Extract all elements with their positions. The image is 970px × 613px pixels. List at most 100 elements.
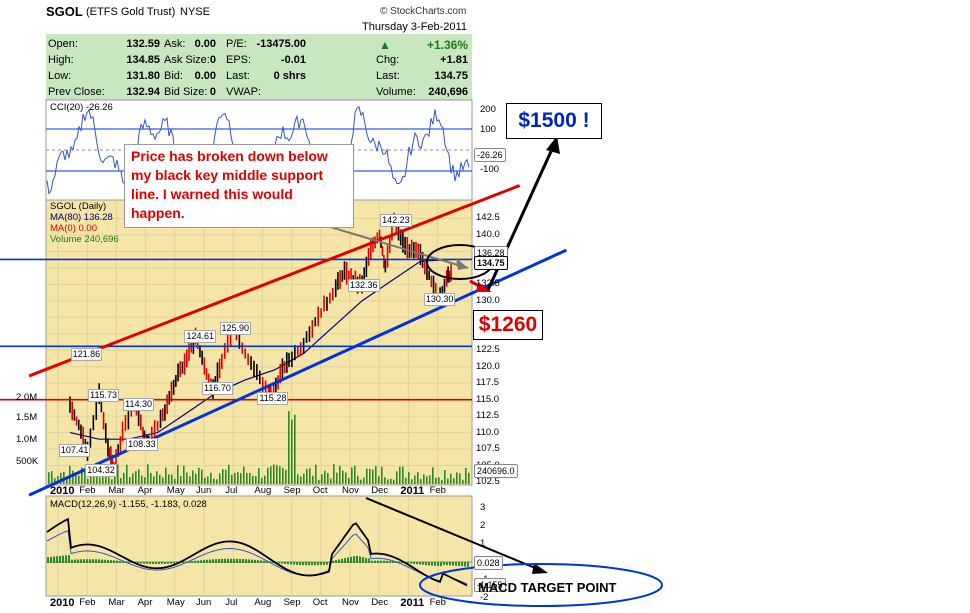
volume-bar [183,465,185,484]
volume-bar [378,476,380,484]
macd-hist-bar [104,559,106,563]
macd-hist-bar [233,558,235,563]
macd-hist-bar [65,555,67,563]
macd-hist-bar [71,559,73,563]
macd-hist-bar [137,562,139,564]
volume-bar [153,476,155,484]
price-legend-symbol: SGOL (Daily) [50,201,107,212]
macd-hist-bar [110,560,112,563]
volume-bar [75,473,77,484]
macd-month-label: 2010 [50,597,75,609]
macd-hist-bar [428,562,430,566]
volume-bar [462,479,464,484]
macd-hist-bar [236,558,238,563]
eps-value: -0.01 [280,54,306,66]
volume-bar [435,477,437,484]
macd-month-label: Mar [108,597,125,608]
volume-bar [261,477,263,484]
volume-bar [381,466,383,484]
macd-hist-bar [107,559,109,563]
macd-hist-bar [59,555,61,563]
macd-hist-bar [422,562,424,565]
price-tick-label: 115.0 [476,393,500,405]
volume-bar [315,464,317,484]
macd-hist-bar [440,562,442,567]
cci-title: CCI(20) -26.26 [50,102,113,113]
macd-hist-bar [467,562,469,567]
macd-hist-bar [245,559,247,563]
volume-bar [432,467,434,484]
volume-bar [126,464,128,484]
volume-bar [120,478,122,484]
macd-hist-bar [140,562,142,564]
macd-hist-bar [248,559,250,563]
macd-tick-label: 2 [480,520,486,531]
volume-tick-label: 1.5M [16,412,38,423]
macd-hist-bar [299,562,301,565]
volume-tick-label: 1.0M [16,434,38,445]
macd-hist-bar [323,562,325,565]
vwap-label: VWAP: [226,86,262,98]
volume-pill: 240696.0 [474,464,518,478]
arrow-1500-head [546,136,560,154]
macd-hist-bar [455,562,457,566]
price-tick-label: 120.0 [476,360,500,372]
price-month-label: Mar [108,485,125,496]
volume-bar [192,470,194,484]
macd-hist-bar [332,560,334,563]
copyright-label: © StockCharts.com [380,6,467,17]
macd-hist-bar [206,559,208,563]
volume-bar [321,474,323,484]
volume-bar [264,475,266,484]
volume-bar [426,476,428,484]
volume-bar [132,473,134,484]
volume-bar [138,469,140,484]
quote-date: Thursday 3-Feb-2011 [362,21,467,33]
macd-hist-bar [98,559,100,563]
price-month-label: May [166,485,185,496]
macd-month-label: May [166,597,185,608]
volume-tick-label: 500K [16,456,39,467]
volume-bar [324,470,326,484]
price-tick-label: 107.5 [476,443,500,455]
price-point-label: 115.28 [257,391,289,405]
macd-hist-bar [296,562,298,565]
macd-hist-bar [191,561,193,563]
volume-bar [450,473,452,484]
macd-hist-bar [386,560,388,563]
price-month-label: Dec [371,485,389,496]
macd-hist-bar [272,561,274,563]
volume-bar [414,475,416,484]
macd-hist-bar [305,562,307,566]
price-month-label: 2011 [400,485,425,497]
price-point-label: 124.61 [184,330,216,344]
pe-label: P/E: [226,38,247,50]
macd-hist-bar [374,560,376,563]
macd-hist-bar [281,562,283,564]
volume-bar [186,472,188,484]
bid-size-label: Bid Size: [164,86,208,98]
macd-month-label: Oct [312,597,328,608]
price-point-label: 132.36 [348,279,380,293]
cci-tick-100: 100 [480,124,496,135]
volume-bar [276,465,278,484]
macd-month-label: Aug [254,597,272,608]
price-point-label: 114.30 [123,398,155,412]
macd-hist-bar [200,560,202,563]
volume-bar [258,468,260,484]
ask-size-label: Ask Size: [164,54,210,66]
volume-bar [81,467,83,484]
volume-bar [279,466,281,484]
macd-hist-bar [242,559,244,563]
price-tick-label: 110.0 [476,426,500,438]
volume-bar [156,471,158,484]
macd-hist-bar [437,562,439,567]
volume-bar [213,478,215,484]
price-month-label: Feb [429,485,446,496]
volume-bar [291,419,293,484]
price-tick-label: 102.5 [476,476,500,487]
macd-hist-bar [458,562,460,567]
macd-hist-bar [170,562,172,564]
fund-name: (ETFS Gold Trust) [86,6,176,18]
